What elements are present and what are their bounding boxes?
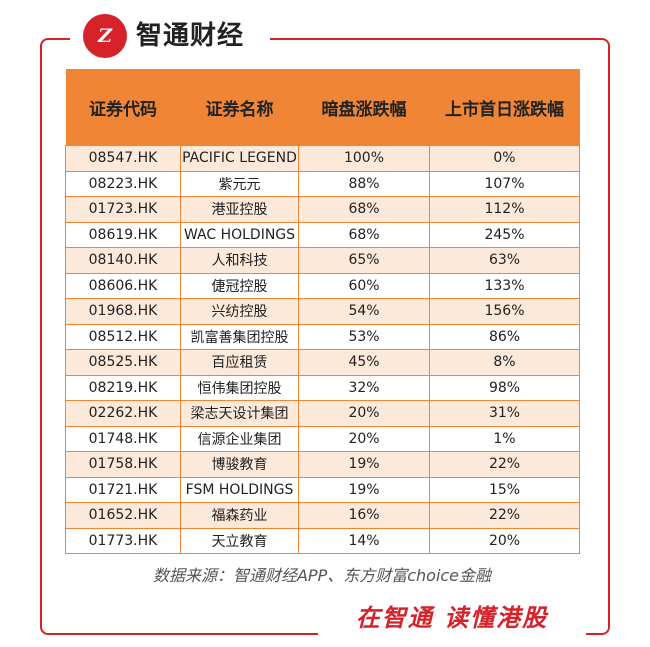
stock-name-cell: 福森药业 <box>180 502 299 529</box>
stock-code-cell: 01748.HK <box>65 425 181 452</box>
first-day-change-cell: 31% <box>429 400 580 427</box>
first-day-change-cell: 15% <box>429 476 580 503</box>
stock-code-cell: 08547.HK <box>65 145 181 172</box>
table-row: 01721.HK FSM HOLDINGS 19% 15% <box>65 476 580 503</box>
first-day-change-cell: 22% <box>429 502 580 529</box>
logo-letter: Z <box>98 25 112 47</box>
first-day-change-cell: 133% <box>429 272 580 299</box>
stock-name-cell: 凯富善集团控股 <box>180 323 299 350</box>
header-first-day-change: 上市首日涨跌幅 <box>429 69 580 146</box>
table-row: 01968.HK 兴纺控股 54% 156% <box>65 298 580 325</box>
stock-code-cell: 08619.HK <box>65 221 181 248</box>
grey-market-change-cell: 20% <box>298 425 430 452</box>
stock-code-cell: 08140.HK <box>65 247 181 274</box>
stock-code-cell: 08525.HK <box>65 349 181 376</box>
stock-name-cell: 天立教育 <box>180 527 299 554</box>
first-day-change-cell: 86% <box>429 323 580 350</box>
first-day-change-cell: 107% <box>429 170 580 197</box>
stock-name-cell: 兴纺控股 <box>180 298 299 325</box>
grey-market-change-cell: 20% <box>298 400 430 427</box>
stock-name-cell: 人和科技 <box>180 247 299 274</box>
table-row: 08512.HK 凯富善集团控股 53% 86% <box>65 323 580 350</box>
brand-name: 智通财经 <box>136 21 245 51</box>
first-day-change-cell: 156% <box>429 298 580 325</box>
stock-name-cell: PACIFIC LEGEND <box>180 145 299 172</box>
data-source-note: 数据来源：智通财经APP、东方财富choice金融 <box>152 566 492 585</box>
first-day-change-cell: 98% <box>429 374 580 401</box>
stock-code-cell: 08219.HK <box>65 374 181 401</box>
stock-name-cell: 百应租赁 <box>180 349 299 376</box>
stock-code-cell: 08512.HK <box>65 323 181 350</box>
table-row: 01748.HK 信源企业集团 20% 1% <box>65 425 580 452</box>
stock-code-cell: 01721.HK <box>65 476 181 503</box>
table-row: 02262.HK 梁志天设计集团 20% 31% <box>65 400 580 427</box>
grey-market-change-cell: 45% <box>298 349 430 376</box>
grey-market-change-cell: 32% <box>298 374 430 401</box>
first-day-change-cell: 245% <box>429 221 580 248</box>
stock-name-cell: 博骏教育 <box>180 451 299 478</box>
first-day-change-cell: 1% <box>429 425 580 452</box>
first-day-change-cell: 63% <box>429 247 580 274</box>
stock-code-cell: 08606.HK <box>65 272 181 299</box>
first-day-change-cell: 20% <box>429 527 580 554</box>
stock-name-cell: 信源企业集团 <box>180 425 299 452</box>
grey-market-change-cell: 88% <box>298 170 430 197</box>
table-header-row: 证券代码 证券名称 暗盘涨跌幅 上市首日涨跌幅 <box>65 69 580 146</box>
table-row: 01758.HK 博骏教育 19% 22% <box>65 451 580 478</box>
grey-market-change-cell: 19% <box>298 451 430 478</box>
ipo-performance-table: 证券代码 证券名称 暗盘涨跌幅 上市首日涨跌幅 08547.HK PACIFIC … <box>65 69 580 554</box>
table-row: 01723.HK 港亚控股 68% 112% <box>65 196 580 223</box>
grey-market-change-cell: 54% <box>298 298 430 325</box>
grey-market-change-cell: 60% <box>298 272 430 299</box>
stock-name-cell: 港亚控股 <box>180 196 299 223</box>
stock-name-cell: 恒伟集团控股 <box>180 374 299 401</box>
grey-market-change-cell: 16% <box>298 502 430 529</box>
table-row: 08619.HK WAC HOLDINGS 68% 245% <box>65 221 580 248</box>
stock-code-cell: 08223.HK <box>65 170 181 197</box>
stock-code-cell: 01758.HK <box>65 451 181 478</box>
stock-name-cell: WAC HOLDINGS <box>180 221 299 248</box>
first-day-change-cell: 112% <box>429 196 580 223</box>
brand-logo-icon: Z <box>83 14 127 58</box>
stock-name-cell: FSM HOLDINGS <box>180 476 299 503</box>
first-day-change-cell: 8% <box>429 349 580 376</box>
stock-name-cell: 紫元元 <box>180 170 299 197</box>
stock-code-cell: 02262.HK <box>65 400 181 427</box>
table-row: 08547.HK PACIFIC LEGEND 100% 0% <box>65 145 580 172</box>
table-row: 01773.HK 天立教育 14% 20% <box>65 527 580 554</box>
table-body: 08547.HK PACIFIC LEGEND 100% 0% 08223.HK 紫元元 8… <box>65 145 580 554</box>
grey-market-change-cell: 65% <box>298 247 430 274</box>
table-row: 01652.HK 福森药业 16% 22% <box>65 502 580 529</box>
table-row: 08525.HK 百应租赁 45% 8% <box>65 349 580 376</box>
grey-market-change-cell: 53% <box>298 323 430 350</box>
header-name: 证券名称 <box>180 69 299 146</box>
table-row: 08140.HK 人和科技 65% 63% <box>65 247 580 274</box>
grey-market-change-cell: 68% <box>298 196 430 223</box>
slogan: 在智通 读懂港股 <box>355 604 549 632</box>
grey-market-change-cell: 19% <box>298 476 430 503</box>
grey-market-change-cell: 14% <box>298 527 430 554</box>
footer-backdrop <box>318 592 586 644</box>
stock-name-cell: 倢冠控股 <box>180 272 299 299</box>
header-code: 证券代码 <box>65 69 181 146</box>
header-grey-market-change: 暗盘涨跌幅 <box>298 69 430 146</box>
first-day-change-cell: 0% <box>429 145 580 172</box>
stock-code-cell: 01968.HK <box>65 298 181 325</box>
table-row: 08606.HK 倢冠控股 60% 133% <box>65 272 580 299</box>
stock-code-cell: 01652.HK <box>65 502 181 529</box>
stock-name-cell: 梁志天设计集团 <box>180 400 299 427</box>
grey-market-change-cell: 100% <box>298 145 430 172</box>
first-day-change-cell: 22% <box>429 451 580 478</box>
stock-code-cell: 01723.HK <box>65 196 181 223</box>
table-row: 08223.HK 紫元元 88% 107% <box>65 170 580 197</box>
stock-code-cell: 01773.HK <box>65 527 181 554</box>
grey-market-change-cell: 68% <box>298 221 430 248</box>
table-row: 08219.HK 恒伟集团控股 32% 98% <box>65 374 580 401</box>
